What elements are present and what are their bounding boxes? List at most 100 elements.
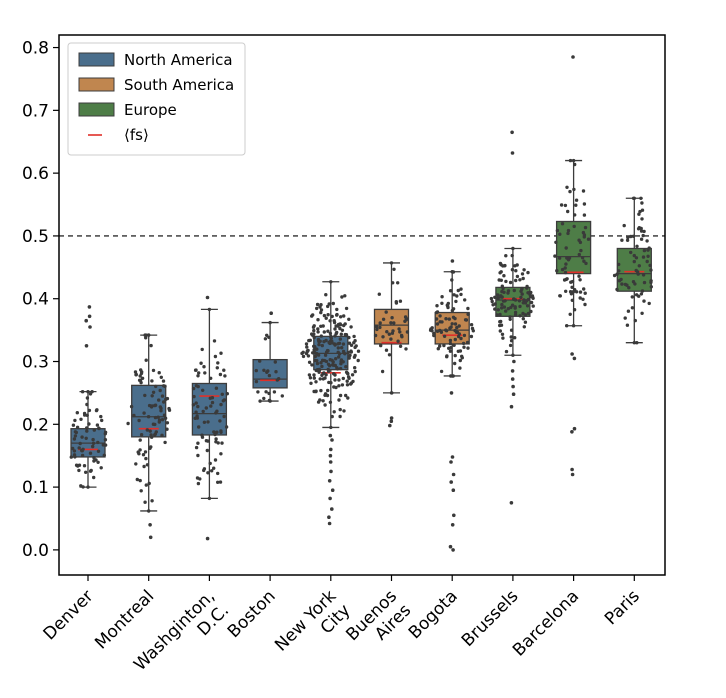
data-point [448, 289, 453, 293]
outlier-point [330, 507, 334, 511]
data-point [615, 287, 619, 292]
data-point [145, 428, 149, 432]
data-point [620, 282, 624, 286]
data-point [578, 296, 582, 300]
data-point [262, 368, 266, 372]
data-point [212, 339, 217, 343]
data-point [518, 304, 522, 309]
data-point [207, 307, 212, 312]
data-point [203, 371, 207, 375]
data-point [133, 370, 138, 374]
outlier-point [450, 455, 455, 459]
data-point [459, 336, 463, 341]
data-point [554, 240, 558, 244]
data-point [307, 373, 312, 377]
outlier-point [570, 467, 574, 472]
data-point [344, 333, 349, 338]
data-point [436, 347, 440, 351]
data-point [208, 461, 212, 466]
data-point [328, 331, 333, 336]
data-point [159, 375, 163, 379]
data-point [637, 212, 641, 216]
data-point [94, 408, 99, 413]
data-point [323, 353, 328, 357]
data-point [526, 311, 531, 316]
data-point [200, 433, 204, 437]
data-point [352, 334, 356, 339]
data-point [571, 324, 576, 328]
data-point [225, 392, 229, 396]
data-point [626, 235, 630, 240]
data-point [317, 339, 321, 344]
legend-entry: North America [78, 51, 233, 69]
data-point [349, 325, 353, 329]
data-point [514, 269, 518, 273]
data-point [316, 327, 320, 331]
outlier-point [449, 460, 453, 464]
outlier-point [509, 501, 514, 505]
data-point [498, 312, 502, 317]
data-point [457, 332, 461, 336]
data-point [328, 341, 332, 346]
data-point [334, 324, 338, 328]
data-point [319, 388, 323, 393]
data-point [389, 337, 393, 341]
outlier-point [570, 472, 575, 477]
data-point [566, 231, 570, 236]
outlier-point [87, 305, 92, 309]
data-point [641, 255, 646, 259]
data-point [508, 317, 512, 321]
box-boston [252, 321, 288, 402]
data-point [496, 296, 500, 300]
data-point [440, 301, 444, 305]
data-point [313, 350, 317, 355]
data-point [581, 189, 586, 193]
x-tick-label-new-york-city: New YorkCity [271, 586, 354, 669]
data-point [96, 440, 100, 445]
data-point [405, 330, 410, 334]
data-point [280, 394, 284, 398]
data-point [194, 410, 198, 414]
data-point [325, 393, 330, 398]
points-barcelona [553, 55, 591, 477]
data-point [510, 268, 515, 272]
outlier-point [389, 419, 394, 424]
data-point [506, 291, 510, 295]
data-point [529, 300, 534, 305]
data-point [214, 440, 218, 444]
data-point [73, 455, 77, 459]
data-point [221, 399, 225, 403]
data-point [493, 307, 497, 311]
data-point [450, 374, 454, 378]
data-point [331, 363, 335, 367]
data-point [559, 203, 564, 207]
data-point [69, 455, 74, 459]
data-point [314, 380, 318, 384]
data-point [632, 341, 636, 345]
data-point [85, 429, 89, 433]
data-point [574, 198, 579, 202]
data-point [324, 373, 328, 377]
data-point [460, 354, 464, 358]
data-point [350, 373, 355, 377]
legend-label: Europe [124, 101, 177, 119]
data-point [568, 158, 573, 163]
data-point [568, 312, 572, 316]
data-point [630, 295, 634, 299]
data-point [265, 333, 269, 337]
data-point [521, 276, 525, 281]
y-tick-label: 0.4 [22, 290, 49, 310]
outlier-point [148, 523, 152, 527]
data-point [450, 278, 454, 282]
data-point [196, 481, 201, 486]
data-point [91, 444, 95, 449]
data-point [565, 324, 569, 328]
data-point [143, 393, 147, 398]
data-point [526, 270, 530, 275]
data-point [466, 306, 470, 311]
data-point [157, 371, 161, 375]
data-point [192, 394, 196, 399]
data-point [452, 293, 456, 297]
data-point [345, 383, 350, 387]
x-tick-label-line: Barcelona [509, 586, 583, 660]
